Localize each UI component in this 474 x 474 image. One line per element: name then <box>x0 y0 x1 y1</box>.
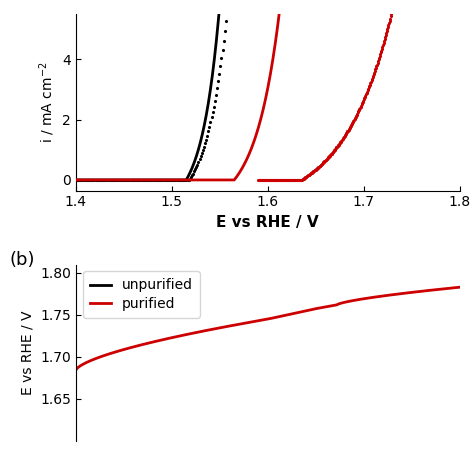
Y-axis label: E vs RHE / V: E vs RHE / V <box>20 310 35 395</box>
Legend: unpurified, purified: unpurified, purified <box>83 272 200 318</box>
Text: (b): (b) <box>9 251 35 269</box>
X-axis label: E vs RHE / V: E vs RHE / V <box>217 215 319 230</box>
Y-axis label: i / mA cm$^{-2}$: i / mA cm$^{-2}$ <box>37 62 57 143</box>
